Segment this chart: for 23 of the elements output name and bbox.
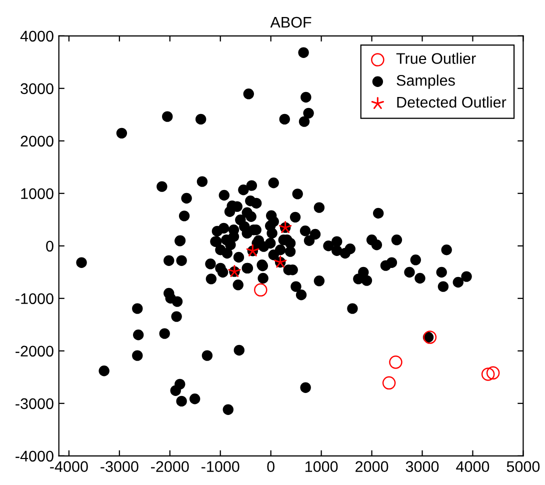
y-tick-label: 2000 (20, 136, 54, 147)
x-tick-label: 4000 (456, 461, 490, 472)
x-tick-label: 3000 (406, 461, 439, 472)
legend-label: Detected Outlier (397, 96, 506, 108)
x-tick-label: 2000 (356, 461, 388, 472)
y-tick-label: 1000 (21, 188, 54, 200)
legend-label: Samples (396, 74, 455, 89)
x-tick-label: -1000 (202, 461, 240, 472)
x-tick-label: 1000 (305, 461, 338, 472)
x-tick-label: 5000 (506, 461, 540, 472)
y-tick-label: -3000 (16, 398, 54, 410)
x-tick-label: -2000 (151, 461, 189, 472)
y-tick-label: 4000 (20, 30, 54, 42)
x-tick-label: -3000 (100, 461, 138, 472)
x-tick-label: 0 (267, 461, 274, 472)
x-tick-label: -4000 (50, 461, 88, 472)
chart-title: ABOF (270, 16, 312, 28)
y-tick-label: -1000 (16, 293, 54, 304)
y-tick-label: 3000 (20, 83, 54, 94)
y-tick-label: -4000 (16, 450, 54, 462)
y-tick-label: 0 (46, 240, 54, 252)
y-tick-label: -2000 (16, 346, 54, 357)
legend-label: True Outlier (396, 52, 476, 64)
